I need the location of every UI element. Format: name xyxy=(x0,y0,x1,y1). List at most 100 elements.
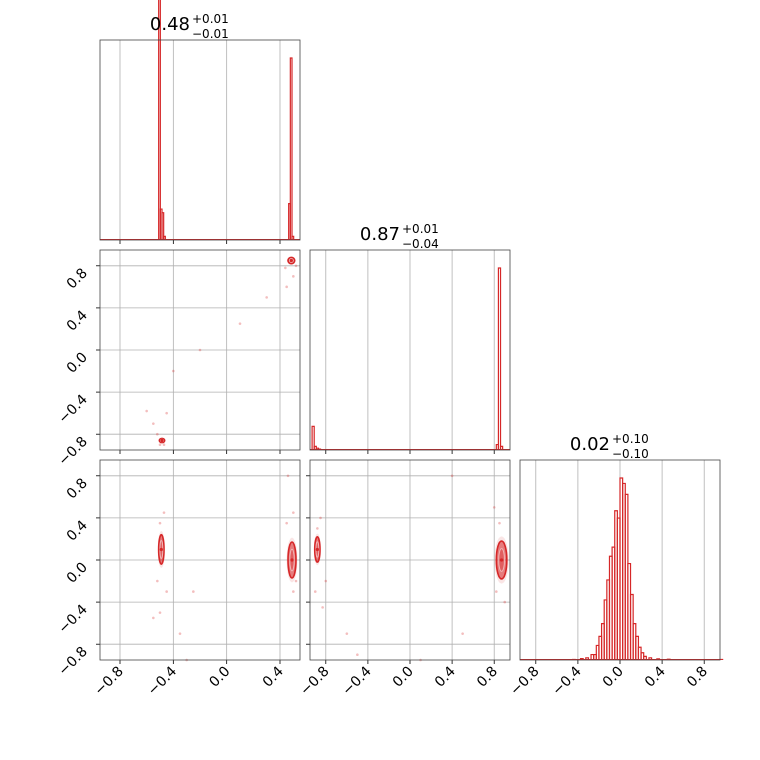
hist-bar xyxy=(585,657,590,660)
sample-point xyxy=(156,579,159,583)
density-peak xyxy=(289,258,293,263)
sample-point xyxy=(503,600,507,604)
sample-point xyxy=(324,579,328,583)
sample-point xyxy=(152,616,155,620)
param-title-upper: +0.01 xyxy=(192,12,229,26)
sample-point xyxy=(286,474,290,478)
sample-point xyxy=(178,632,182,635)
param-title-lower: −0.01 xyxy=(192,27,229,41)
sample-point xyxy=(492,506,496,509)
x-tick-label: −0.4 xyxy=(549,663,584,698)
sample-point xyxy=(158,521,162,525)
axes-frame xyxy=(99,249,301,451)
sample-point xyxy=(238,322,242,325)
y-tick-label: −0.8 xyxy=(55,434,90,469)
sample-point xyxy=(152,422,155,425)
sample-point xyxy=(158,611,162,614)
sample-point xyxy=(192,590,195,593)
sample-point xyxy=(316,527,319,530)
x-tick-label: 0.4 xyxy=(260,663,287,690)
hist-bar xyxy=(648,657,653,660)
sample-point xyxy=(495,590,498,593)
sample-point xyxy=(284,266,287,270)
hist-bar xyxy=(291,235,295,240)
param-title-median: 0.48 xyxy=(150,14,190,35)
y-tick-label: 0.4 xyxy=(64,307,91,334)
sample-point xyxy=(158,443,162,447)
y-tick-label: −0.4 xyxy=(55,602,90,637)
sample-point xyxy=(356,653,359,657)
axes-frame xyxy=(519,459,721,661)
panel-2-0 xyxy=(96,459,301,664)
hist-bar xyxy=(158,0,161,240)
panel-1-0 xyxy=(96,249,301,454)
y-tick-label: −0.8 xyxy=(55,644,90,679)
panel-1-1: 0.87 +0.01−0.04 xyxy=(309,222,511,454)
x-tick-label: −0.4 xyxy=(339,663,374,698)
x-tick-label: 0.0 xyxy=(600,664,627,691)
density-peak xyxy=(290,558,294,562)
param-title-lower: −0.04 xyxy=(402,237,439,251)
x-tick-label: −0.8 xyxy=(507,664,542,699)
param-title-lower: −0.10 xyxy=(612,447,649,461)
sample-point xyxy=(265,296,268,299)
sample-point xyxy=(294,264,298,268)
sample-point xyxy=(156,432,159,436)
hist-bar xyxy=(311,425,315,450)
param-title-upper: +0.10 xyxy=(612,432,649,446)
hist-bar xyxy=(643,655,647,660)
axes-frame xyxy=(309,249,511,451)
x-tick-label: 0.8 xyxy=(684,664,711,691)
param-title-median: 0.02 xyxy=(570,434,610,455)
sample-point xyxy=(172,369,175,373)
sample-point xyxy=(313,590,317,593)
hist-bar xyxy=(499,445,504,450)
x-tick-label: 0.4 xyxy=(432,663,459,690)
axes-frame xyxy=(99,459,301,661)
x-tick-label: 0.4 xyxy=(642,663,669,690)
sample-point xyxy=(165,411,168,415)
param-title-median: 0.87 xyxy=(360,224,400,245)
x-tick-label: −0.4 xyxy=(145,663,180,698)
panel-2-1 xyxy=(306,459,511,664)
sample-point xyxy=(285,285,288,289)
sample-point xyxy=(292,511,295,514)
hist-bar xyxy=(161,212,165,240)
sample-point xyxy=(345,632,349,635)
sample-point xyxy=(450,474,454,478)
sample-point xyxy=(321,606,324,609)
sample-point xyxy=(162,443,166,447)
x-tick-label: 0.8 xyxy=(474,664,501,691)
sample-point xyxy=(198,348,202,352)
density-peak xyxy=(160,438,164,443)
sample-point xyxy=(165,590,168,593)
sample-point xyxy=(461,632,464,635)
y-tick-label: 0.4 xyxy=(64,517,91,544)
sample-point xyxy=(319,516,322,520)
y-tick-label: −0.4 xyxy=(55,392,90,427)
sample-point xyxy=(145,409,148,413)
param-title-upper: +0.01 xyxy=(402,222,439,236)
hist-bar xyxy=(163,235,166,240)
sample-point xyxy=(292,590,295,593)
y-tick-label: 0.0 xyxy=(64,350,91,377)
x-tick-label: 0.0 xyxy=(390,664,417,691)
sample-point xyxy=(162,511,166,514)
x-tick-label: −0.8 xyxy=(91,664,126,699)
y-tick-label: 0.8 xyxy=(64,475,91,502)
density-peak xyxy=(315,547,319,552)
density-peak xyxy=(499,558,504,562)
sample-point xyxy=(285,521,288,525)
panel-0-0: 0.48 +0.01−0.01 xyxy=(99,0,301,244)
density-peak xyxy=(159,547,163,552)
axes-frame xyxy=(99,39,301,241)
x-tick-label: −0.8 xyxy=(297,664,332,699)
hist-bar xyxy=(289,57,293,240)
panel-2-2: 0.02 +0.10−0.10 xyxy=(519,432,724,664)
sample-point xyxy=(294,579,298,583)
y-tick-label: 0.8 xyxy=(64,265,91,292)
x-tick-label: 0.0 xyxy=(206,664,233,691)
hist-bar xyxy=(497,267,502,450)
sample-point xyxy=(498,521,501,525)
